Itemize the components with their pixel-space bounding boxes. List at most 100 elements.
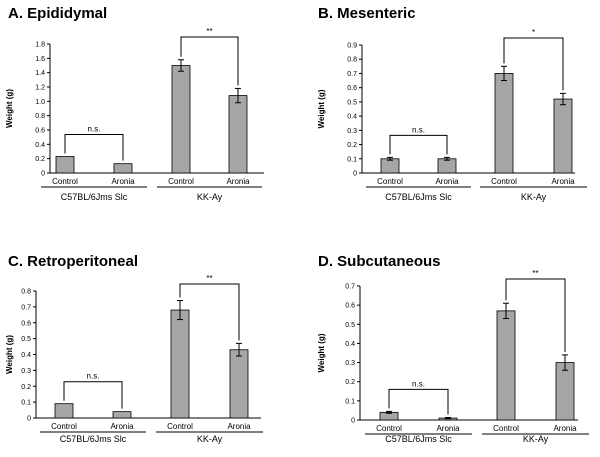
y-tick-label: 0.6 (35, 128, 45, 135)
chart-panel-2: B. Mesenteric Weight (g) 0 0.1 0.2 0.3 0.4 0.5 0… (317, 5, 587, 202)
y-tick-label: 0.4 (35, 142, 45, 149)
y-tick-label: 0 (41, 171, 45, 178)
y-tick-label: 1.8 (35, 42, 45, 49)
group-label: C57BL/6Jms Slc (61, 192, 128, 202)
x-category-label: Control (168, 177, 194, 186)
bar (553, 98, 573, 174)
bar (494, 73, 514, 174)
bar (380, 158, 400, 174)
x-category-label: Control (167, 422, 193, 431)
x-category-label: Control (52, 177, 78, 186)
x-category-label: Control (51, 422, 77, 431)
y-tick-label: 0.6 (347, 85, 357, 92)
chart-panel-1: A. Epididymal Weight (g) 0 0.2 0.4 0.6 0.8 1.0 1… (5, 5, 264, 202)
significance-bracket (180, 36, 239, 86)
y-axis-label: Weight (g) (317, 89, 326, 128)
y-tick-label: 0.1 (347, 156, 357, 163)
significance-bracket (63, 381, 123, 409)
y-tick-label: 0.8 (347, 57, 357, 64)
group-label: C57BL/6Jms Slc (385, 434, 452, 444)
significance-label: n.s. (88, 125, 101, 134)
y-axis-label: Weight (g) (5, 89, 14, 128)
x-category-label: Aronia (435, 177, 459, 186)
x-category-label: Aronia (553, 424, 577, 433)
x-category-label: Control (493, 424, 519, 433)
y-tick-label: 0.4 (347, 114, 357, 121)
y-tick-label: 1.6 (35, 56, 45, 63)
bar (54, 403, 74, 419)
significance-label: n.s. (87, 372, 100, 381)
panel-title: A. Epididymal (8, 5, 107, 22)
y-tick-label: 0.7 (345, 284, 355, 291)
y-tick-label: 0.8 (21, 289, 31, 296)
significance-label: * (532, 28, 535, 37)
x-category-label: Aronia (226, 177, 250, 186)
y-axis-label: Weight (g) (5, 335, 14, 374)
significance-label: n.s. (412, 125, 425, 134)
y-tick-label: 0.3 (345, 360, 355, 367)
y-tick-label: 0.2 (21, 384, 31, 391)
significance-label: n.s. (412, 379, 425, 388)
significance-bracket (388, 388, 449, 415)
x-category-label: Aronia (227, 422, 251, 431)
significance-bracket (389, 134, 448, 155)
x-category-label: Aronia (436, 424, 460, 433)
group-label: KK-Ay (523, 434, 549, 444)
x-category-label: Control (376, 424, 402, 433)
y-tick-label: 0.5 (347, 99, 357, 106)
significance-bracket (64, 134, 124, 161)
group-label: KK-Ay (197, 434, 223, 444)
y-tick-label: 0.7 (21, 304, 31, 311)
y-axis-label: Weight (g) (317, 333, 326, 372)
y-tick-label: 0.9 (347, 43, 357, 50)
significance-label: ** (206, 27, 212, 36)
significance-label: ** (206, 274, 212, 283)
group-label: KK-Ay (521, 192, 547, 202)
bar (437, 158, 457, 174)
y-tick-label: 0.2 (35, 156, 45, 163)
significance-bracket (505, 278, 566, 352)
y-tick-label: 0 (351, 418, 355, 425)
bar (113, 163, 133, 174)
y-tick-label: 0.3 (347, 128, 357, 135)
bar (555, 362, 575, 421)
y-tick-label: 0.2 (345, 379, 355, 386)
y-tick-label: 0.7 (347, 71, 357, 78)
x-category-label: Aronia (110, 422, 134, 431)
y-tick-label: 1.0 (35, 99, 45, 106)
group-label: C57BL/6Jms Slc (60, 434, 127, 444)
x-category-label: Control (491, 177, 517, 186)
y-tick-label: 0.5 (345, 322, 355, 329)
y-tick-label: 0.4 (21, 352, 31, 359)
y-tick-label: 0.4 (345, 341, 355, 348)
y-tick-label: 0 (27, 416, 31, 423)
bar (55, 156, 75, 174)
bar (229, 349, 249, 419)
x-category-label: Aronia (111, 177, 135, 186)
y-tick-label: 0.3 (21, 368, 31, 375)
y-tick-label: 0.1 (21, 400, 31, 407)
y-tick-label: 1.2 (35, 85, 45, 92)
significance-bracket (179, 283, 240, 341)
panel-title: C. Retroperitoneal (8, 253, 138, 270)
chart-panel-3: C. Retroperitoneal Weight (g) 0 0.1 0.2 0.3 0.… (5, 253, 263, 444)
y-tick-label: 1.4 (35, 70, 45, 77)
bar (496, 310, 516, 421)
y-tick-label: 0.1 (345, 398, 355, 405)
group-label: C57BL/6Jms Slc (385, 192, 452, 202)
chart-panel-4: D. Subcutaneous Weight (g) 0 0.1 0.2 0.3 0.4 0.… (317, 253, 589, 444)
bar (171, 65, 191, 174)
x-category-label: Aronia (551, 177, 575, 186)
significance-label: ** (532, 269, 538, 278)
y-tick-label: 0.2 (347, 142, 357, 149)
bar (112, 411, 132, 419)
x-category-label: Control (377, 177, 403, 186)
panel-title: D. Subcutaneous (318, 253, 441, 270)
panel-title: B. Mesenteric (318, 5, 416, 22)
bar (228, 95, 248, 174)
bar (170, 309, 190, 419)
group-label: KK-Ay (197, 192, 223, 202)
y-tick-label: 0 (353, 171, 357, 178)
y-tick-label: 0.5 (21, 336, 31, 343)
